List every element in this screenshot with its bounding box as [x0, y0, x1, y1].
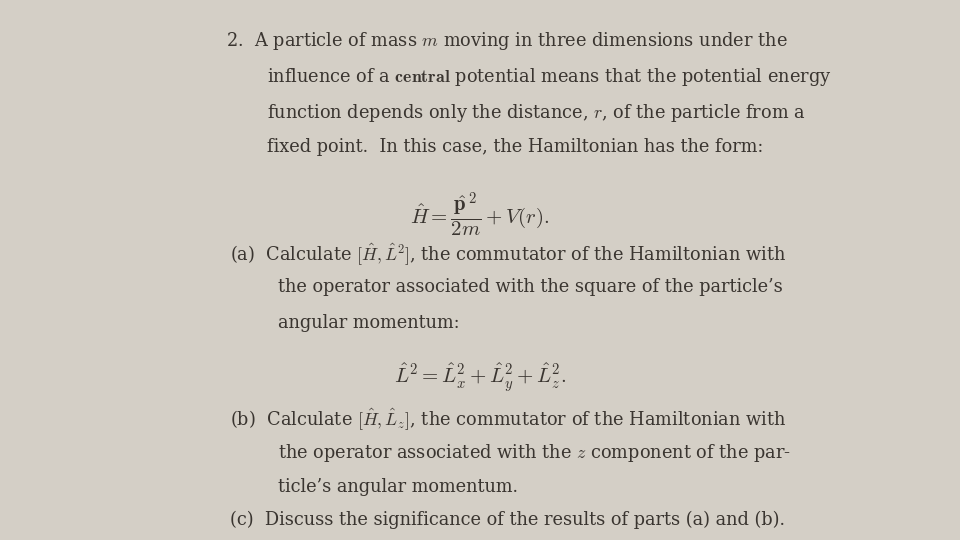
Text: $\hat{H} = \dfrac{\hat{\mathbf{p}}^{\,2}}{2m} + V(r).$: $\hat{H} = \dfrac{\hat{\mathbf{p}}^{\,2}… — [410, 190, 550, 239]
Text: 2.  A particle of mass $m$ moving in three dimensions under the: 2. A particle of mass $m$ moving in thre… — [226, 30, 787, 52]
Text: angular momentum:: angular momentum: — [278, 314, 460, 332]
Text: (a)  Calculate $[\hat{H}, \hat{L}^2]$, the commutator of the Hamiltonian with: (a) Calculate $[\hat{H}, \hat{L}^2]$, th… — [230, 241, 786, 267]
Text: the operator associated with the $z$ component of the par-: the operator associated with the $z$ com… — [278, 442, 792, 464]
Text: ticle’s angular momentum.: ticle’s angular momentum. — [278, 478, 518, 496]
Text: (b)  Calculate $[\hat{H}, \hat{L}_z]$, the commutator of the Hamiltonian with: (b) Calculate $[\hat{H}, \hat{L}_z]$, th… — [230, 406, 787, 432]
Text: $\hat{L}^2 = \hat{L}_x^2 + \hat{L}_y^2 + \hat{L}_z^2.$: $\hat{L}^2 = \hat{L}_x^2 + \hat{L}_y^2 +… — [394, 362, 566, 394]
Text: influence of a $\mathbf{central}$ potential means that the potential energy: influence of a $\mathbf{central}$ potent… — [267, 66, 831, 88]
Text: (c)  Discuss the significance of the results of parts (a) and (b).: (c) Discuss the significance of the resu… — [230, 511, 785, 529]
Text: function depends only the distance, $r$, of the particle from a: function depends only the distance, $r$,… — [267, 102, 805, 124]
Text: the operator associated with the square of the particle’s: the operator associated with the square … — [278, 278, 783, 295]
Text: fixed point.  In this case, the Hamiltonian has the form:: fixed point. In this case, the Hamiltoni… — [267, 138, 763, 156]
